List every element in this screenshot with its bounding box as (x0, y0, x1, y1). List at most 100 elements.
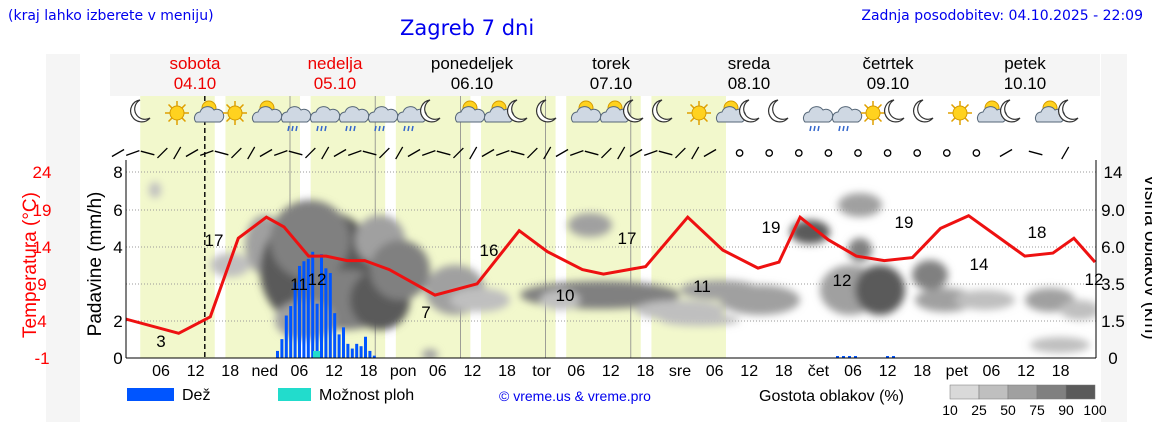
wind-barb-icon (436, 150, 451, 156)
day-name: četrtek (862, 54, 914, 73)
sun-icon (223, 101, 247, 125)
x-hour-tick: 18 (637, 363, 655, 380)
rain-bar (892, 356, 895, 358)
wind-barb-icon (526, 147, 538, 159)
partly-cloudy-icon (715, 100, 747, 123)
wind-barb-icon (362, 150, 377, 156)
cloud-density-swatch (978, 384, 1009, 400)
x-hour-tick: 12 (464, 363, 482, 380)
cloud-density-patch (370, 240, 430, 300)
rain-bar (280, 339, 284, 358)
wind-barb-icon (199, 149, 214, 157)
cloud-density-level: 100 (1083, 402, 1107, 418)
rain-bar (372, 355, 376, 358)
cloud-density-patch (149, 182, 161, 198)
temperature-point-label: 17 (205, 231, 224, 250)
wind-barb-icon (259, 148, 273, 158)
wind-barb-icon (395, 146, 404, 160)
partly-cloudy-icon (570, 100, 602, 123)
partly-cloudy-icon (193, 100, 225, 123)
rain-bar (359, 346, 363, 358)
wind-barb-icon (421, 149, 436, 157)
cloud-density-level: 75 (1029, 402, 1045, 418)
precipitation-axis-label: Padavine (mm/h) (85, 192, 106, 337)
calm-wind-icon (854, 149, 862, 157)
right-margin-band (1101, 54, 1127, 422)
legend-shower-label: Možnost ploh (319, 387, 414, 404)
cloud-density-patch (422, 349, 438, 358)
day-date: 04.10 (174, 74, 217, 93)
day-name: ponedeljek (431, 54, 514, 73)
x-hour-tick: 18 (775, 363, 793, 380)
moon-icon (652, 99, 673, 123)
wind-barb-icon (125, 149, 140, 157)
rain-bar (293, 282, 297, 358)
sun-icon (165, 101, 189, 125)
x-day-tick: pon (390, 363, 417, 380)
x-hour-tick: 18 (360, 363, 378, 380)
moon-icon (1058, 99, 1079, 123)
weather-icons (130, 99, 1079, 132)
calm-wind-icon (972, 149, 981, 157)
x-hour-tick: 18 (1052, 363, 1070, 380)
wind-barb-icon (643, 149, 658, 157)
day-name: sreda (728, 54, 771, 73)
last-updated: Zadnja posodobitev: 04.10.2025 - 22:09 (861, 8, 1143, 24)
cloud-density-patch (288, 203, 312, 227)
left-margin-band (46, 54, 80, 422)
rain-bar (276, 350, 279, 358)
wind-barb-icon (658, 150, 673, 156)
wind-barb-icon (495, 149, 510, 157)
rain-bar (315, 303, 319, 358)
cloud-density-swatch (949, 384, 980, 400)
legend-rain-swatch (127, 388, 174, 401)
calm-wind-icon (913, 149, 922, 157)
calm-wind-icon (883, 149, 892, 157)
moon-icon (536, 99, 557, 123)
x-hour-tick: 12 (1017, 363, 1035, 380)
rain-bar (355, 343, 359, 358)
credit-link[interactable]: © vreme.us & vreme.pro (499, 388, 651, 404)
x-hour-tick: 18 (498, 363, 516, 380)
wind-row (111, 146, 1070, 160)
cloud-height-tick: 3.5 (1101, 275, 1125, 294)
cloud-density-patch (912, 260, 948, 290)
cloud-height-tick: 14 (1104, 163, 1123, 182)
rain-bar (350, 348, 354, 358)
rain-cloud-icon (831, 106, 863, 132)
wind-barb-icon (1061, 146, 1070, 160)
day-name: petek (1004, 54, 1046, 73)
wind-barb-icon (173, 146, 182, 160)
cloud-density-patch (540, 290, 580, 310)
partly-cloudy-icon (454, 100, 486, 123)
temperature-point-label: 19 (762, 218, 781, 237)
wind-barb-icon (481, 148, 495, 158)
cloud-density-patch (915, 288, 975, 312)
wind-barb-icon (111, 148, 125, 158)
x-hour-tick: 06 (429, 363, 447, 380)
temperature-point-label: 18 (1028, 223, 1047, 242)
cloud-density-patch (450, 288, 510, 312)
partly-cloudy-icon (976, 100, 1008, 123)
rain-bar (306, 258, 310, 358)
wind-barb-icon (452, 147, 464, 159)
temperature-point-label: 12 (1085, 270, 1104, 289)
calm-wind-icon (735, 149, 744, 157)
x-hour-tick: 06 (152, 363, 170, 380)
rain-bar (333, 313, 337, 358)
day-name: torek (592, 54, 630, 73)
rain-bars (276, 251, 895, 358)
temperature-point-label: 17 (618, 229, 637, 248)
x-hour-tick: 06 (983, 363, 1001, 380)
wind-barb-icon (674, 147, 686, 159)
temperature-line (125, 213, 1097, 335)
temperature-point-label: 16 (480, 241, 499, 260)
moon-icon (130, 99, 151, 123)
wind-barb-icon (600, 147, 612, 159)
cloud-height-tick: 1.5 (1101, 312, 1125, 331)
temperature-point-label: 10 (556, 286, 575, 305)
wind-barb-icon (617, 146, 626, 160)
x-hour-tick: 12 (740, 363, 758, 380)
wind-barb-icon (543, 146, 552, 160)
